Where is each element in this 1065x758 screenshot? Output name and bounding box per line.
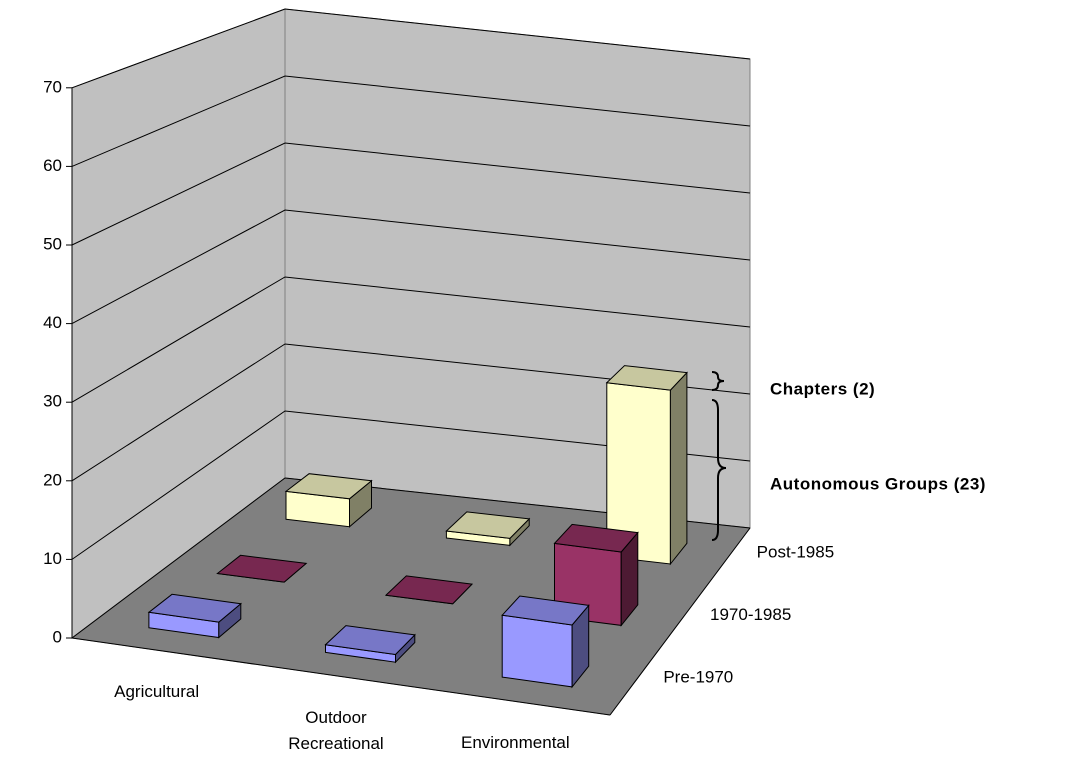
bar-side [669,371,688,566]
bar [284,473,373,528]
y-tick-label: 50 [43,234,62,253]
grid-line [71,8,751,89]
grid-line [71,276,751,403]
x-tick-label: Agricultural [114,681,200,701]
bar [147,593,242,639]
series-label: Pre-1970 [663,667,733,686]
bar-top [445,511,531,539]
bar [501,595,590,689]
series-label: 1970-1985 [710,605,791,624]
bar [445,511,531,547]
bar-top [147,593,242,623]
grid-line [71,142,751,246]
y-tick-label: 60 [43,156,62,175]
brace-large [711,399,727,541]
grid-line [71,477,751,639]
bar-top [324,625,416,656]
x-tick-label: Environmental [460,733,570,753]
y-tick-label: 10 [43,549,62,568]
bar-front [501,614,573,688]
bar-top [501,595,590,626]
bar [216,554,308,583]
bars [147,365,688,689]
y-tick-label: 40 [43,313,62,332]
walls: 0 10 20 30 40 50 60 70 [43,8,751,716]
grid-line [71,410,751,560]
y-tick-label: 20 [43,470,62,489]
brace-small [711,371,725,391]
grid-line [71,343,751,482]
x-axis [71,637,611,716]
series-label: Post-1985 [757,543,835,562]
bar [605,365,688,566]
bar-top [384,575,474,605]
x-tick-label: Outdoor Recreational [288,707,384,753]
y-tick-label: 0 [53,627,62,646]
grid-line [71,75,751,167]
bar-top [216,554,308,583]
depth-axis [609,527,751,716]
bar-top [605,365,688,391]
bar-top [553,523,639,553]
bar-top [284,473,373,500]
y-tick-label: 30 [43,392,62,411]
grid-line [71,209,751,325]
bar [384,575,474,605]
annotation: Chapters (2) [770,379,875,398]
y-tick-label: 70 [43,77,62,96]
bar [324,625,416,664]
annotation: Autonomous Groups (23) [770,474,986,493]
